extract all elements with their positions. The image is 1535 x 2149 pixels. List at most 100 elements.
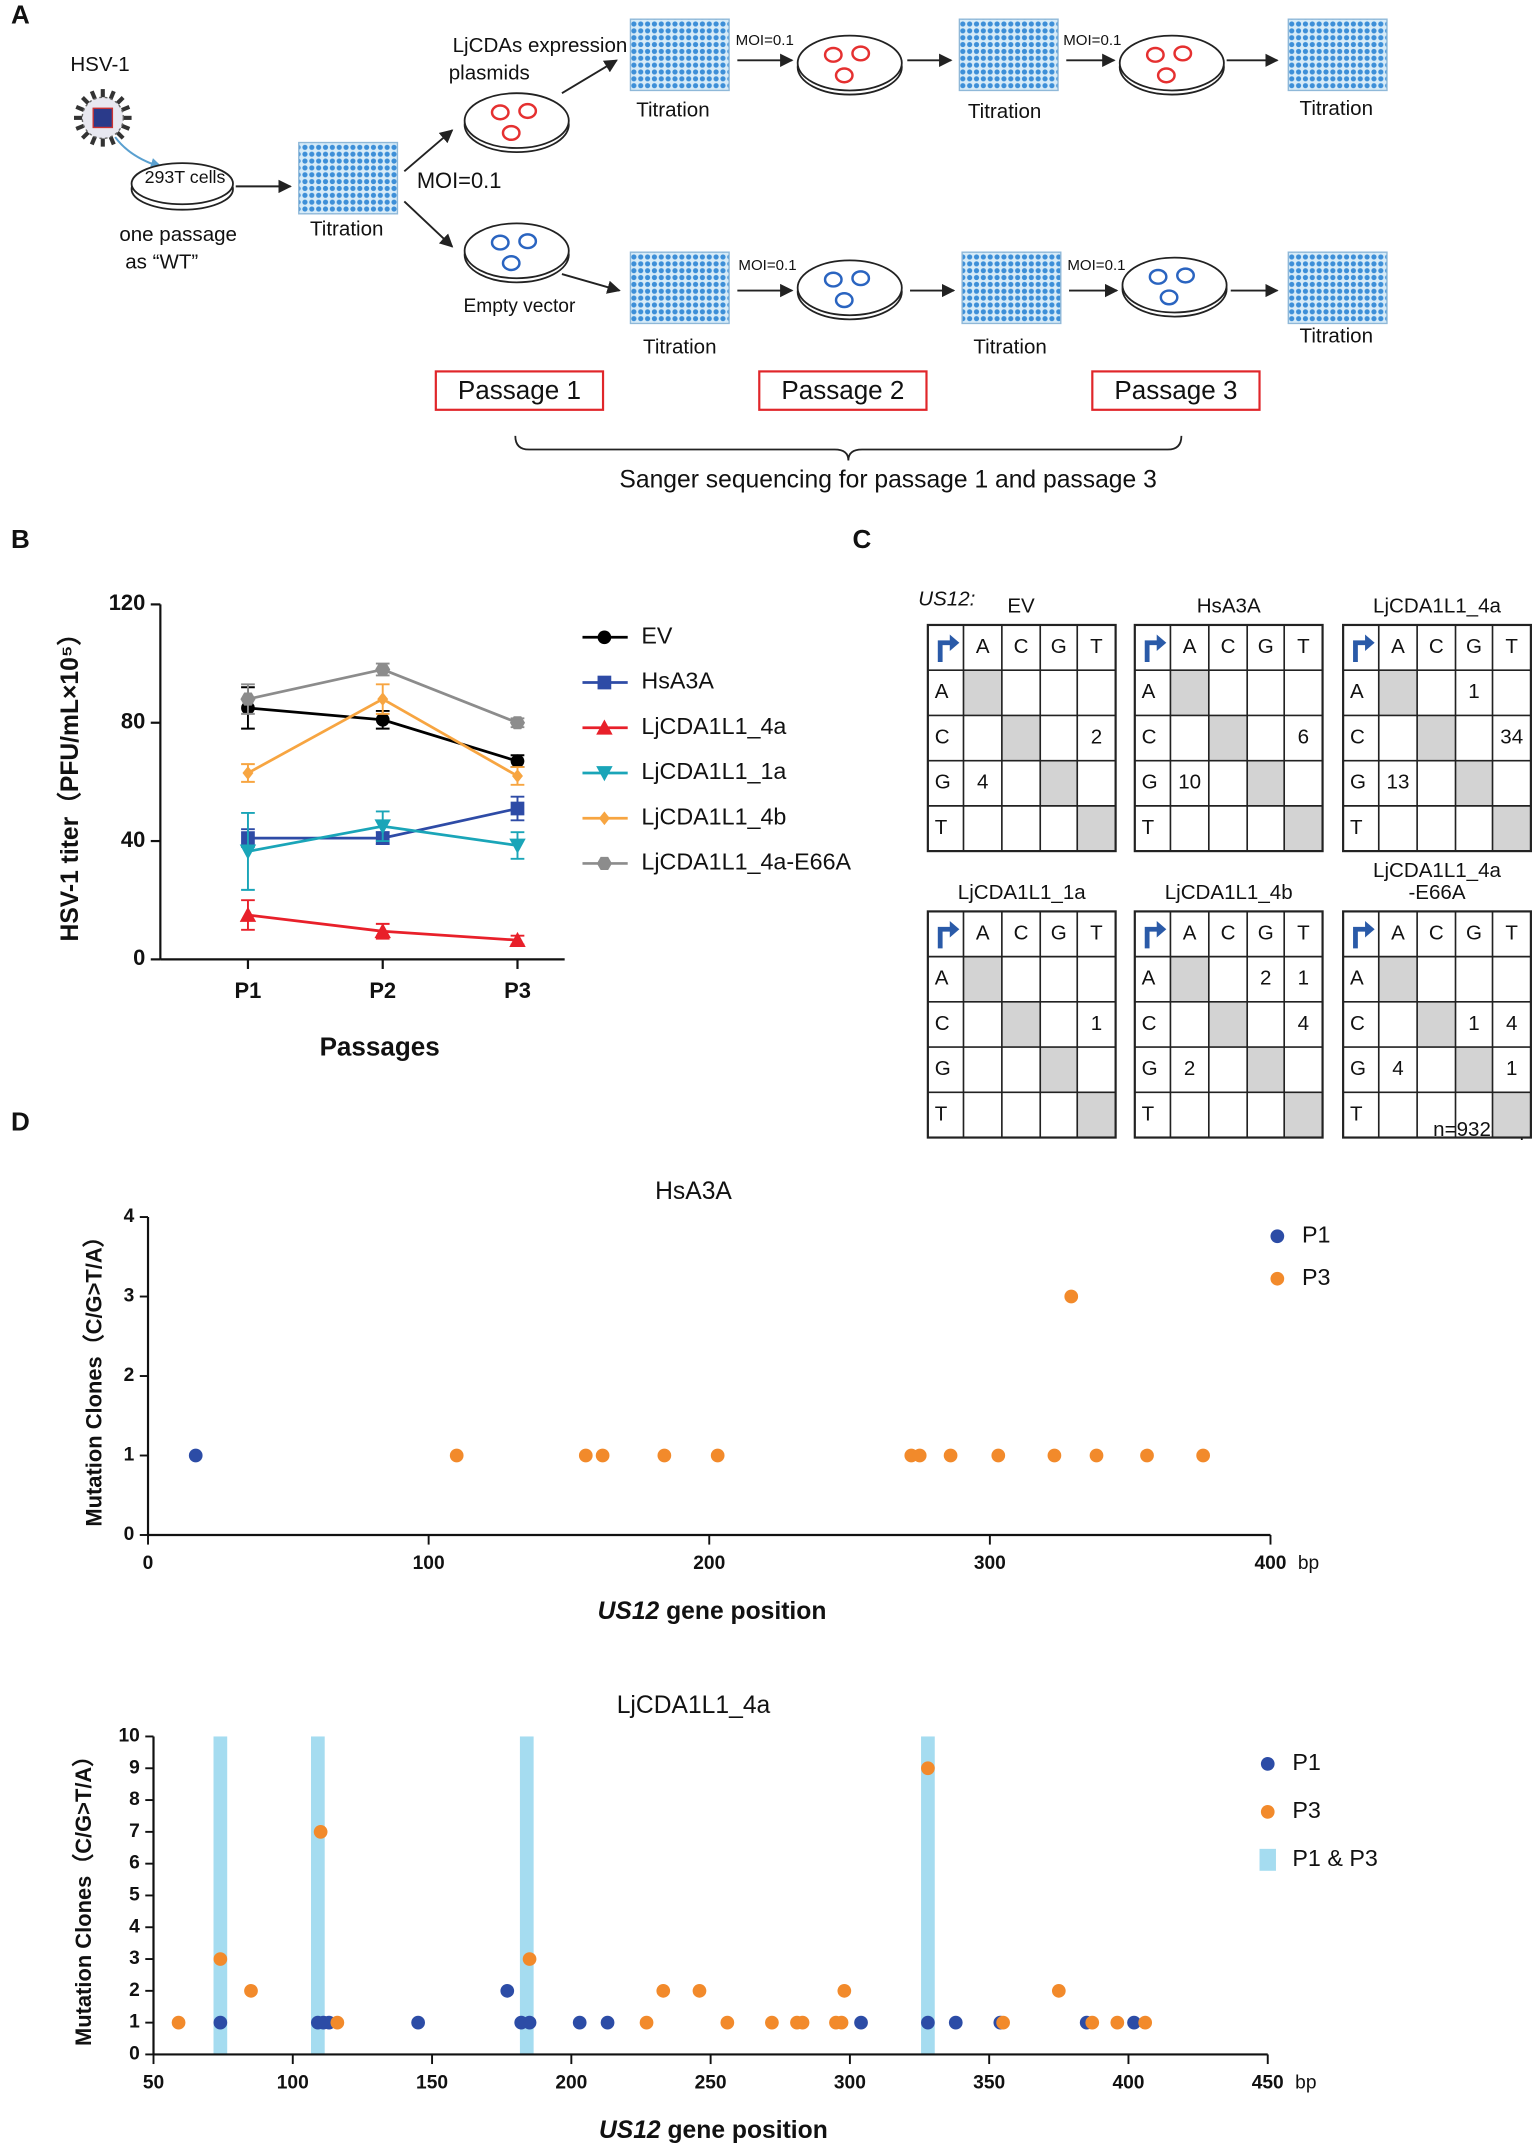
column-header: G bbox=[1258, 921, 1274, 944]
colony bbox=[501, 124, 521, 142]
passage-label: Passage 1 bbox=[458, 375, 581, 405]
virus-spike bbox=[108, 90, 116, 100]
cell-count: 4 bbox=[1298, 1012, 1309, 1035]
panel-label: D bbox=[11, 1107, 30, 1137]
table-title: LjCDA1L1_4a bbox=[1373, 595, 1502, 618]
titration-label: Titration bbox=[636, 98, 709, 121]
data-point bbox=[213, 2015, 228, 2030]
data-point bbox=[171, 2015, 186, 2030]
dish-rim bbox=[130, 162, 234, 206]
table-frame bbox=[1133, 910, 1324, 1139]
titration-label: Titration bbox=[643, 336, 716, 359]
data-point bbox=[921, 1761, 935, 1776]
data-point bbox=[188, 1448, 203, 1463]
column-header: G bbox=[1258, 635, 1274, 658]
start-arrow-head bbox=[1156, 921, 1167, 938]
cell-count: 4 bbox=[977, 771, 988, 794]
y-tick-label: 9 bbox=[129, 1757, 140, 1778]
data-point bbox=[510, 801, 525, 816]
virus-spike bbox=[120, 123, 131, 131]
diag-cell bbox=[1492, 805, 1531, 852]
legend-label: LjCDA1L1_1a bbox=[641, 758, 786, 784]
moi-label: MOI=0.1 bbox=[417, 168, 502, 193]
diag-cell bbox=[1378, 956, 1418, 1002]
data-point bbox=[374, 819, 391, 835]
data-point bbox=[213, 1952, 228, 1966]
data-point bbox=[330, 2015, 345, 2030]
column-header: T bbox=[1090, 921, 1103, 944]
passage-box bbox=[1091, 370, 1261, 411]
diag-cell bbox=[1417, 1001, 1456, 1048]
table-frame bbox=[1342, 910, 1532, 1139]
legend-label: LjCDA1L1_4b bbox=[641, 803, 786, 829]
arrow bbox=[403, 200, 454, 248]
row-header: C bbox=[1142, 1012, 1157, 1035]
x-unit-label: bp bbox=[1295, 2072, 1316, 2093]
colony bbox=[851, 45, 871, 62]
plate bbox=[1287, 251, 1388, 325]
column-header: T bbox=[1297, 921, 1310, 944]
data-point bbox=[854, 2015, 868, 2030]
legend-label: EV bbox=[641, 622, 673, 648]
data-point bbox=[1089, 1448, 1104, 1463]
data-point bbox=[375, 662, 391, 677]
diag-cell bbox=[1247, 1047, 1285, 1093]
overlap-band bbox=[213, 1736, 228, 2055]
colony bbox=[1173, 45, 1193, 62]
column-header: C bbox=[1014, 921, 1029, 944]
data-point bbox=[509, 931, 526, 948]
colony bbox=[834, 67, 854, 84]
plasmid-label: LjCDAs expression bbox=[453, 34, 628, 57]
colony bbox=[823, 46, 843, 63]
start-arrow-head bbox=[949, 634, 960, 652]
cell-count: 1 bbox=[1468, 1012, 1479, 1035]
table-title: LjCDA1L1_4b bbox=[1165, 881, 1293, 904]
data-point bbox=[240, 692, 256, 706]
y-tick-label: 120 bbox=[109, 590, 146, 615]
row-header: A bbox=[1142, 967, 1156, 990]
data-point bbox=[572, 2015, 587, 2030]
row-header: G bbox=[1142, 1057, 1158, 1080]
data-point bbox=[375, 712, 390, 727]
moi-step-label: MOI=0.1 bbox=[1067, 257, 1125, 274]
x-tick-label: 100 bbox=[277, 2072, 309, 2093]
row-header: C bbox=[935, 1012, 950, 1035]
table-title: LjCDA1L1_1a bbox=[958, 881, 1087, 904]
row-header: T bbox=[935, 816, 948, 839]
panel-label: A bbox=[11, 0, 30, 29]
plasmid-label: plasmids bbox=[449, 61, 530, 84]
virus-capsid bbox=[92, 107, 114, 129]
y-tick-label: 1 bbox=[124, 1445, 135, 1466]
start-arrow-head bbox=[1365, 634, 1375, 652]
diag-cell bbox=[1001, 1001, 1041, 1048]
cell-count: 2 bbox=[1184, 1057, 1195, 1080]
row-header: C bbox=[1350, 725, 1365, 748]
dish-rim bbox=[796, 34, 903, 92]
y-tick-label: 0 bbox=[133, 945, 145, 970]
x-axis-label-text: gene position bbox=[666, 1597, 826, 1624]
diag-cell bbox=[1284, 1092, 1323, 1138]
legend-marker bbox=[1270, 1271, 1285, 1286]
start-arrow-icon bbox=[1353, 640, 1367, 662]
chart-title: LjCDA1L1_4a bbox=[617, 1692, 771, 1719]
plate bbox=[958, 18, 1059, 92]
plate bbox=[298, 141, 399, 215]
data-point bbox=[377, 692, 389, 706]
cell-count: 10 bbox=[1178, 771, 1201, 794]
data-point bbox=[239, 906, 257, 922]
diag-cell bbox=[1247, 760, 1285, 806]
plate bbox=[629, 251, 730, 325]
virus-icon bbox=[74, 89, 132, 147]
x-axis-label-gene: US12 bbox=[599, 2117, 661, 2144]
start-arrow-icon bbox=[937, 640, 952, 662]
diag-cell bbox=[1077, 1092, 1116, 1138]
y-tick-label: 3 bbox=[129, 1948, 140, 1969]
data-point bbox=[595, 1448, 610, 1463]
data-point bbox=[449, 1448, 464, 1463]
diag-cell bbox=[1492, 1092, 1531, 1138]
colony bbox=[1148, 268, 1168, 285]
legend-marker bbox=[596, 719, 613, 735]
y-axis-label: Mutation Clones（C/G>T/A） bbox=[82, 1225, 107, 1526]
x-axis-label: US12 gene position bbox=[599, 2117, 828, 2144]
panel-label: B bbox=[11, 524, 30, 554]
